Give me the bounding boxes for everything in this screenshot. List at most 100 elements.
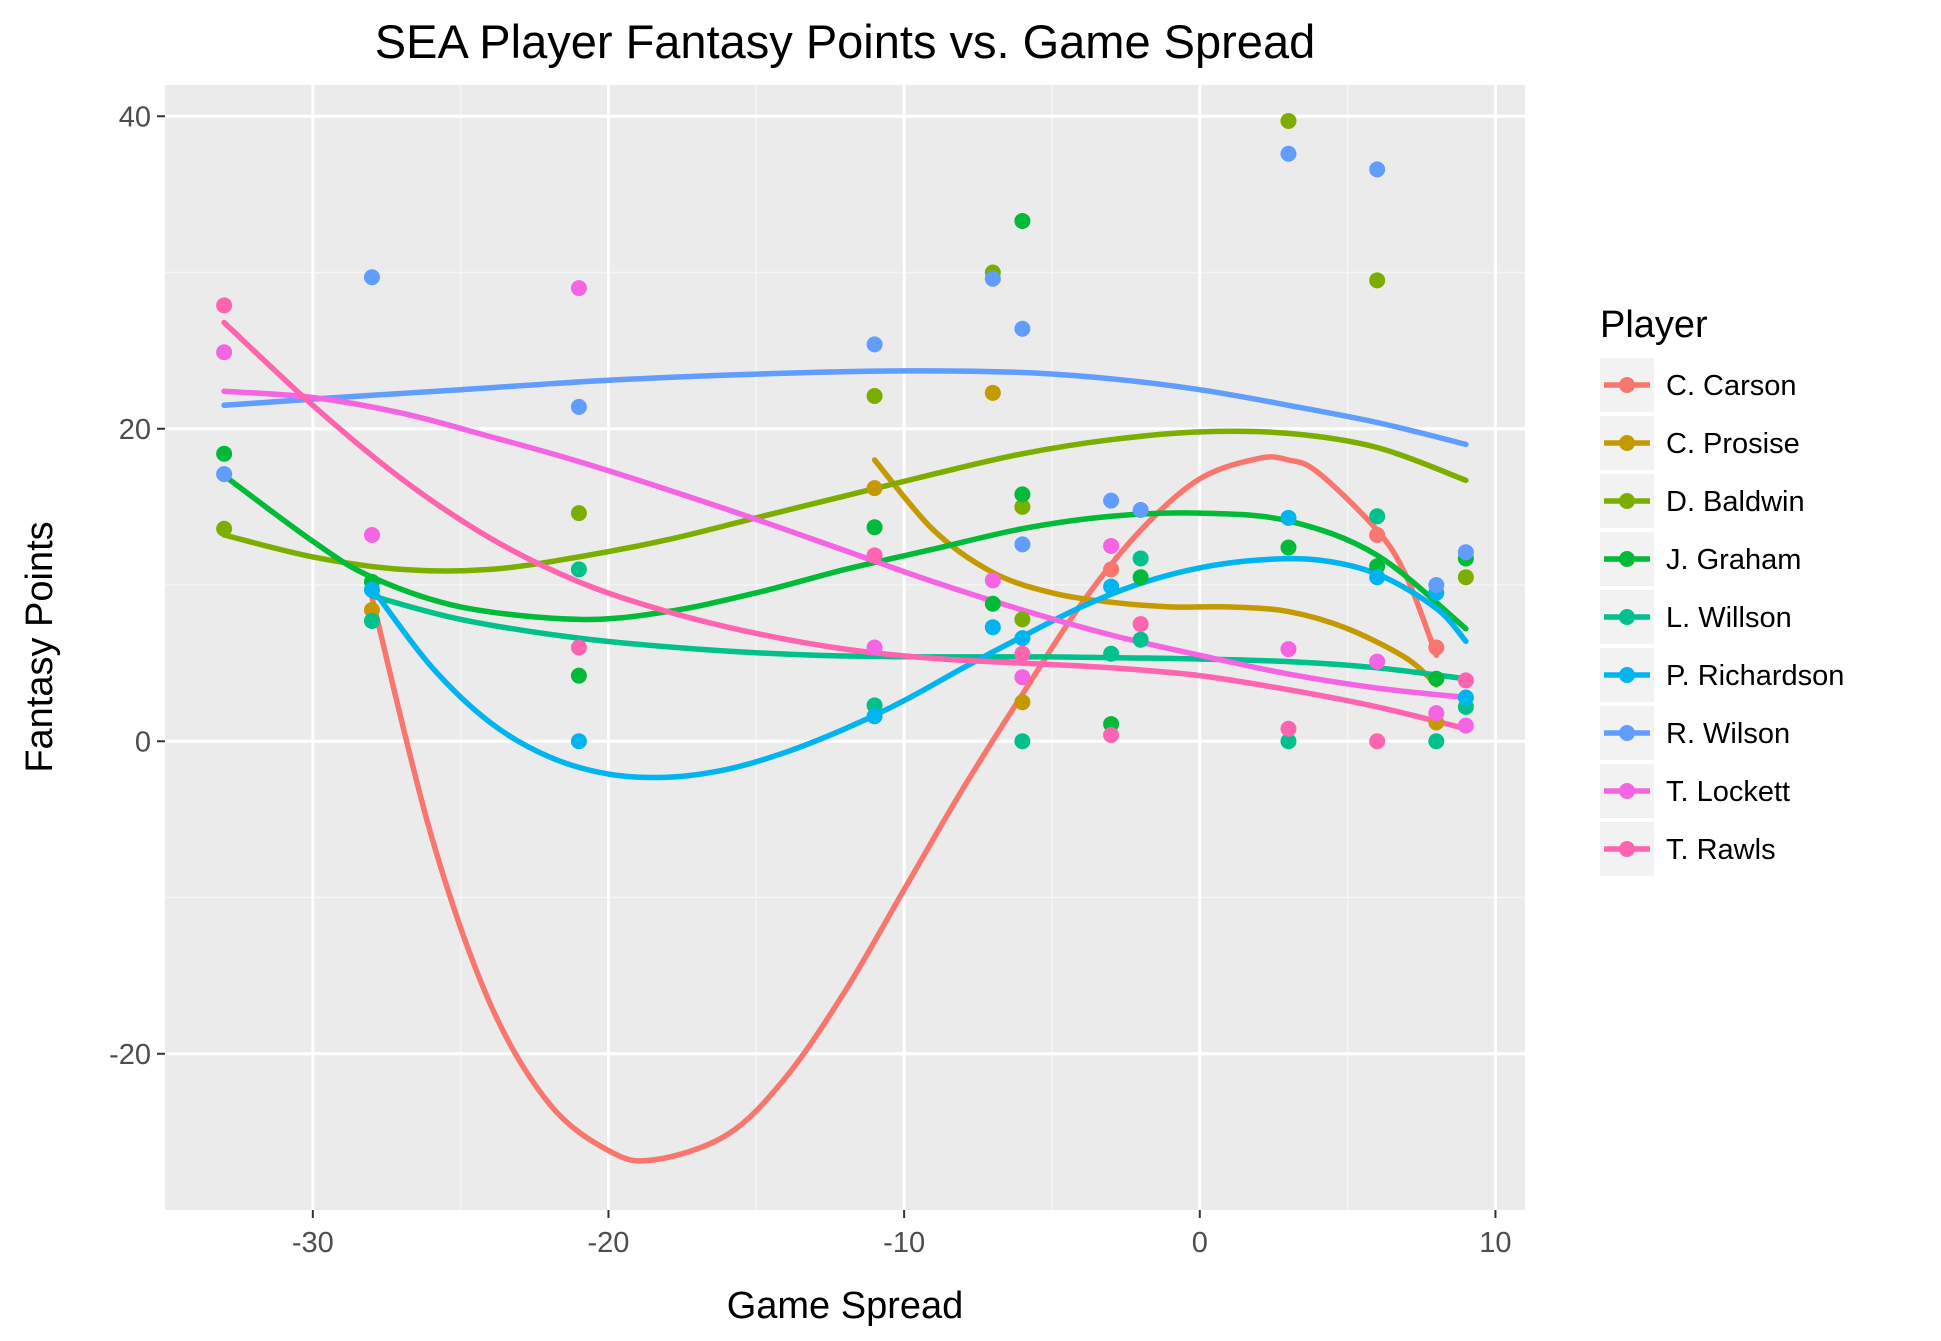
point-j-graham	[866, 519, 883, 536]
point-j-graham	[1369, 558, 1386, 575]
point-c-prosise	[363, 602, 380, 618]
smooth-line-c-prosise	[871, 457, 1440, 688]
legend-label-t-rawls: T. Rawls	[1666, 834, 1776, 866]
point-t-rawls	[1457, 672, 1474, 689]
legend: Player C. Carson C. Prosise D. Baldwin J. G…	[1600, 304, 1844, 876]
point-c-prosise	[984, 384, 1001, 401]
smooth-line-r-wilson	[221, 368, 1469, 448]
point-d-baldwin	[1369, 272, 1386, 289]
point-t-rawls	[1369, 733, 1386, 750]
point-p-richardson	[363, 581, 380, 598]
point-p-richardson	[1014, 630, 1031, 647]
point-p-richardson	[984, 619, 1001, 636]
grid-major	[165, 85, 1525, 1210]
point-t-lockett	[1369, 653, 1386, 670]
point-t-rawls	[1280, 720, 1297, 737]
point-r-wilson	[363, 269, 380, 286]
x-tick-label: 0	[1192, 1227, 1208, 1259]
y-tick-label: 40	[119, 101, 151, 133]
point-t-lockett	[570, 280, 587, 297]
point-c-carson	[1369, 527, 1386, 543]
legend-dot-c-carson	[1619, 377, 1635, 393]
y-tick-label: -20	[109, 1039, 151, 1071]
legend-title: Player	[1600, 304, 1708, 346]
legend-label-c-prosise: C. Prosise	[1666, 428, 1800, 460]
point-t-rawls	[1132, 616, 1149, 633]
point-j-graham	[570, 667, 587, 684]
y-axis-title: Fantasy Points	[19, 521, 61, 772]
legend-label-p-richardson: P. Richardson	[1666, 660, 1844, 692]
point-c-carson	[1103, 561, 1120, 578]
legend-dot-l-willson	[1619, 609, 1635, 625]
data-points	[216, 112, 1474, 750]
point-r-wilson	[984, 270, 1001, 287]
x-axis: -30 -20 -10 0 10	[292, 1210, 1512, 1259]
point-t-rawls	[866, 547, 883, 564]
smooth-lines	[221, 319, 1469, 1164]
point-p-richardson	[866, 708, 883, 725]
smooth-line-c-carson	[369, 454, 1440, 1164]
point-t-rawls	[216, 297, 233, 314]
point-t-rawls	[570, 639, 587, 656]
point-t-lockett	[984, 572, 1001, 589]
point-l-willson	[1280, 733, 1297, 750]
point-j-graham	[1280, 539, 1297, 556]
legend-dot-r-wilson	[1619, 725, 1635, 741]
point-l-willson	[1428, 733, 1445, 750]
point-t-lockett	[866, 639, 883, 656]
x-tick-label: 10	[1479, 1227, 1511, 1259]
smooth-line-j-graham	[221, 472, 1469, 632]
point-l-willson	[1132, 631, 1149, 648]
point-d-baldwin	[1280, 112, 1297, 129]
x-axis-title: Game Spread	[727, 1285, 964, 1327]
legend-dot-t-rawls	[1619, 841, 1635, 857]
point-c-prosise	[1014, 694, 1031, 711]
point-t-lockett	[1014, 669, 1031, 686]
legend-dot-j-graham	[1619, 551, 1635, 567]
point-d-baldwin	[1014, 498, 1031, 515]
point-l-willson	[1132, 550, 1149, 567]
point-l-willson	[866, 697, 883, 714]
legend-label-r-wilson: R. Wilson	[1666, 718, 1790, 750]
y-tick-label: 20	[119, 414, 151, 446]
smooth-line-p-richardson	[369, 555, 1469, 781]
point-l-willson	[1014, 733, 1031, 750]
legend-dot-d-baldwin	[1619, 493, 1635, 509]
point-p-richardson	[570, 733, 587, 750]
point-r-wilson	[570, 398, 587, 415]
point-j-graham	[1428, 670, 1445, 687]
point-t-rawls	[1014, 645, 1031, 662]
point-l-willson	[363, 612, 380, 629]
point-p-richardson	[1369, 569, 1386, 586]
point-r-wilson	[1428, 577, 1445, 593]
point-j-graham	[1014, 486, 1031, 503]
point-p-richardson	[1457, 689, 1474, 706]
point-c-carson	[1428, 639, 1445, 656]
point-c-prosise	[866, 480, 883, 497]
point-d-baldwin	[1457, 569, 1474, 586]
point-j-graham	[1103, 716, 1120, 733]
point-t-lockett	[1103, 537, 1120, 554]
point-j-graham	[1014, 212, 1031, 229]
point-d-baldwin	[216, 520, 233, 537]
smooth-line-t-lockett	[221, 388, 1469, 701]
point-r-wilson	[1014, 320, 1031, 337]
point-p-richardson	[1103, 578, 1120, 595]
y-axis: -20 0 20 40	[109, 101, 165, 1071]
legend-dot-c-prosise	[1619, 435, 1635, 451]
point-t-lockett	[1280, 641, 1297, 658]
smooth-line-t-rawls	[221, 319, 1469, 732]
point-j-graham	[984, 595, 1001, 612]
legend-label-j-graham: J. Graham	[1666, 544, 1801, 576]
point-d-baldwin	[1014, 611, 1031, 628]
point-t-lockett	[1428, 705, 1445, 722]
point-d-baldwin	[866, 387, 883, 404]
legend-label-d-baldwin: D. Baldwin	[1666, 486, 1805, 518]
x-tick-label: -10	[883, 1227, 925, 1259]
point-j-graham	[216, 445, 233, 462]
point-t-lockett	[363, 527, 380, 543]
point-r-wilson	[1280, 145, 1297, 162]
x-tick-label: -30	[292, 1227, 334, 1259]
point-d-baldwin	[570, 505, 587, 522]
